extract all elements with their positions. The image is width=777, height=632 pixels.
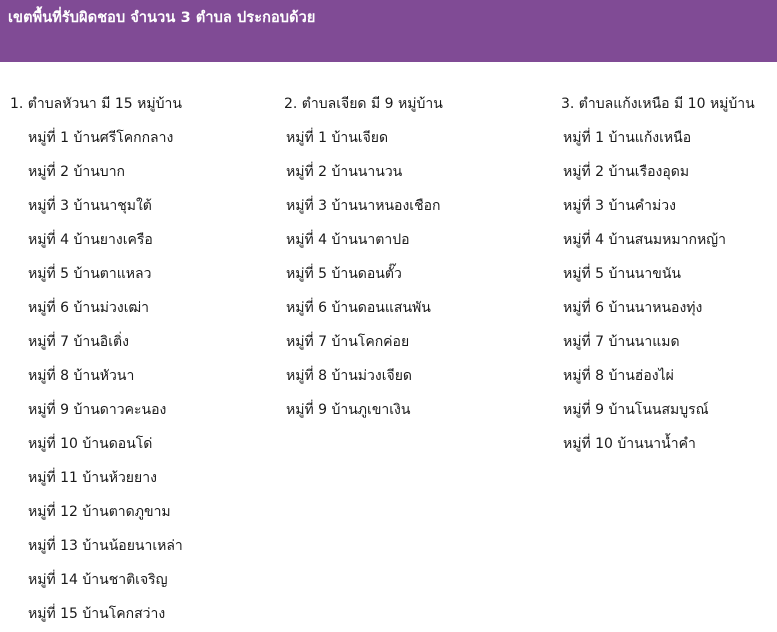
tambon-column-2: 2. ตำบลเจียด มี 9 หมู่บ้าน หมู่ที่ 1 บ้า… — [272, 87, 548, 427]
village-item: หมู่ที่ 3 บ้านนาหนองเชือก — [286, 198, 441, 214]
village-item: หมู่ที่ 6 บ้านดอนแสนพัน — [286, 300, 431, 316]
village-item: หมู่ที่ 4 บ้านนาตาปอ — [286, 232, 410, 248]
tambon-heading-2: 2. ตำบลเจียด มี 9 หมู่บ้าน — [284, 96, 443, 112]
village-list-3: หมู่ที่ 1 บ้านแก้งเหนือ หมู่ที่ 2 บ้านเร… — [561, 121, 777, 461]
village-item: หมู่ที่ 1 บ้านเจียด — [286, 130, 389, 146]
village-item: หมู่ที่ 3 บ้านนาชุมใต้ — [28, 198, 152, 214]
tambon-columns: 1. ตำบลหัวนา มี 15 หมู่บ้าน หมู่ที่ 1 บ้… — [0, 62, 777, 631]
village-list-1: หมู่ที่ 1 บ้านศรีโคกกลาง หมู่ที่ 2 บ้านบ… — [10, 121, 272, 631]
village-item: หมู่ที่ 4 บ้านยางเครือ — [28, 232, 153, 248]
village-item: หมู่ที่ 11 บ้านห้วยยาง — [28, 470, 157, 486]
village-item: หมู่ที่ 5 บ้านนาขนัน — [563, 266, 681, 282]
village-item: หมู่ที่ 2 บ้านบาก — [28, 164, 126, 180]
village-item: หมู่ที่ 8 บ้านหัวนา — [28, 368, 135, 384]
tambon-column-1: 1. ตำบลหัวนา มี 15 หมู่บ้าน หมู่ที่ 1 บ้… — [0, 87, 272, 631]
village-item: หมู่ที่ 12 บ้านตาดภูขาม — [28, 504, 171, 520]
main-content: 1. ตำบลหัวนา มี 15 หมู่บ้าน หมู่ที่ 1 บ้… — [0, 62, 777, 632]
village-item: หมู่ที่ 6 บ้านม่วงเฒ่า — [28, 300, 150, 316]
village-item: หมู่ที่ 15 บ้านโคกสว่าง — [28, 606, 166, 622]
village-item: หมู่ที่ 2 บ้านนานวน — [286, 164, 403, 180]
village-item: หมู่ที่ 1 บ้านศรีโคกกลาง — [28, 130, 174, 146]
village-item: หมู่ที่ 3 บ้านคำม่วง — [563, 198, 676, 214]
page-title: เขตพื้นที่รับผิดชอบ จำนวน 3 ตำบล ประกอบด… — [8, 10, 316, 26]
village-item: หมู่ที่ 10 บ้านนาน้ำคำ — [563, 436, 696, 452]
tambon-heading-1: 1. ตำบลหัวนา มี 15 หมู่บ้าน — [10, 96, 182, 112]
village-item: หมู่ที่ 7 บ้านโคกค่อย — [286, 334, 410, 350]
village-item: หมู่ที่ 13 บ้านน้อยนาเหล่า — [28, 538, 183, 554]
village-item: หมู่ที่ 5 บ้านดอนตั๊ว — [286, 266, 402, 282]
village-list-2: หมู่ที่ 1 บ้านเจียด หมู่ที่ 2 บ้านนานวน … — [284, 121, 548, 427]
village-item: หมู่ที่ 8 บ้านฮ่องไผ่ — [563, 368, 674, 384]
village-item: หมู่ที่ 2 บ้านเรืองอุดม — [563, 164, 690, 180]
tambon-column-3: 3. ตำบลแก้งเหนือ มี 10 หมู่บ้าน หมู่ที่ … — [548, 87, 777, 461]
page-header-banner: เขตพื้นที่รับผิดชอบ จำนวน 3 ตำบล ประกอบด… — [0, 0, 777, 62]
village-item: หมู่ที่ 9 บ้านโนนสมบูรณ์ — [563, 402, 709, 418]
village-item: หมู่ที่ 8 บ้านม่วงเจียด — [286, 368, 413, 384]
village-item: หมู่ที่ 9 บ้านดาวคะนอง — [28, 402, 167, 418]
village-item: หมู่ที่ 7 บ้านนาแมด — [563, 334, 680, 350]
village-item: หมู่ที่ 5 บ้านตาแหลว — [28, 266, 152, 282]
tambon-heading-3: 3. ตำบลแก้งเหนือ มี 10 หมู่บ้าน — [561, 96, 755, 112]
village-item: หมู่ที่ 7 บ้านอิเติ่ง — [28, 334, 129, 350]
village-item: หมู่ที่ 10 บ้านดอนโด่ — [28, 436, 153, 452]
village-item: หมู่ที่ 9 บ้านภูเขาเงิน — [286, 402, 411, 418]
village-item: หมู่ที่ 4 บ้านสนมหมากหญ้า — [563, 232, 726, 248]
village-item: หมู่ที่ 1 บ้านแก้งเหนือ — [563, 130, 692, 146]
village-item: หมู่ที่ 6 บ้านนาหนองทุ่ง — [563, 300, 703, 316]
village-item: หมู่ที่ 14 บ้านชาติเจริญ — [28, 572, 168, 588]
